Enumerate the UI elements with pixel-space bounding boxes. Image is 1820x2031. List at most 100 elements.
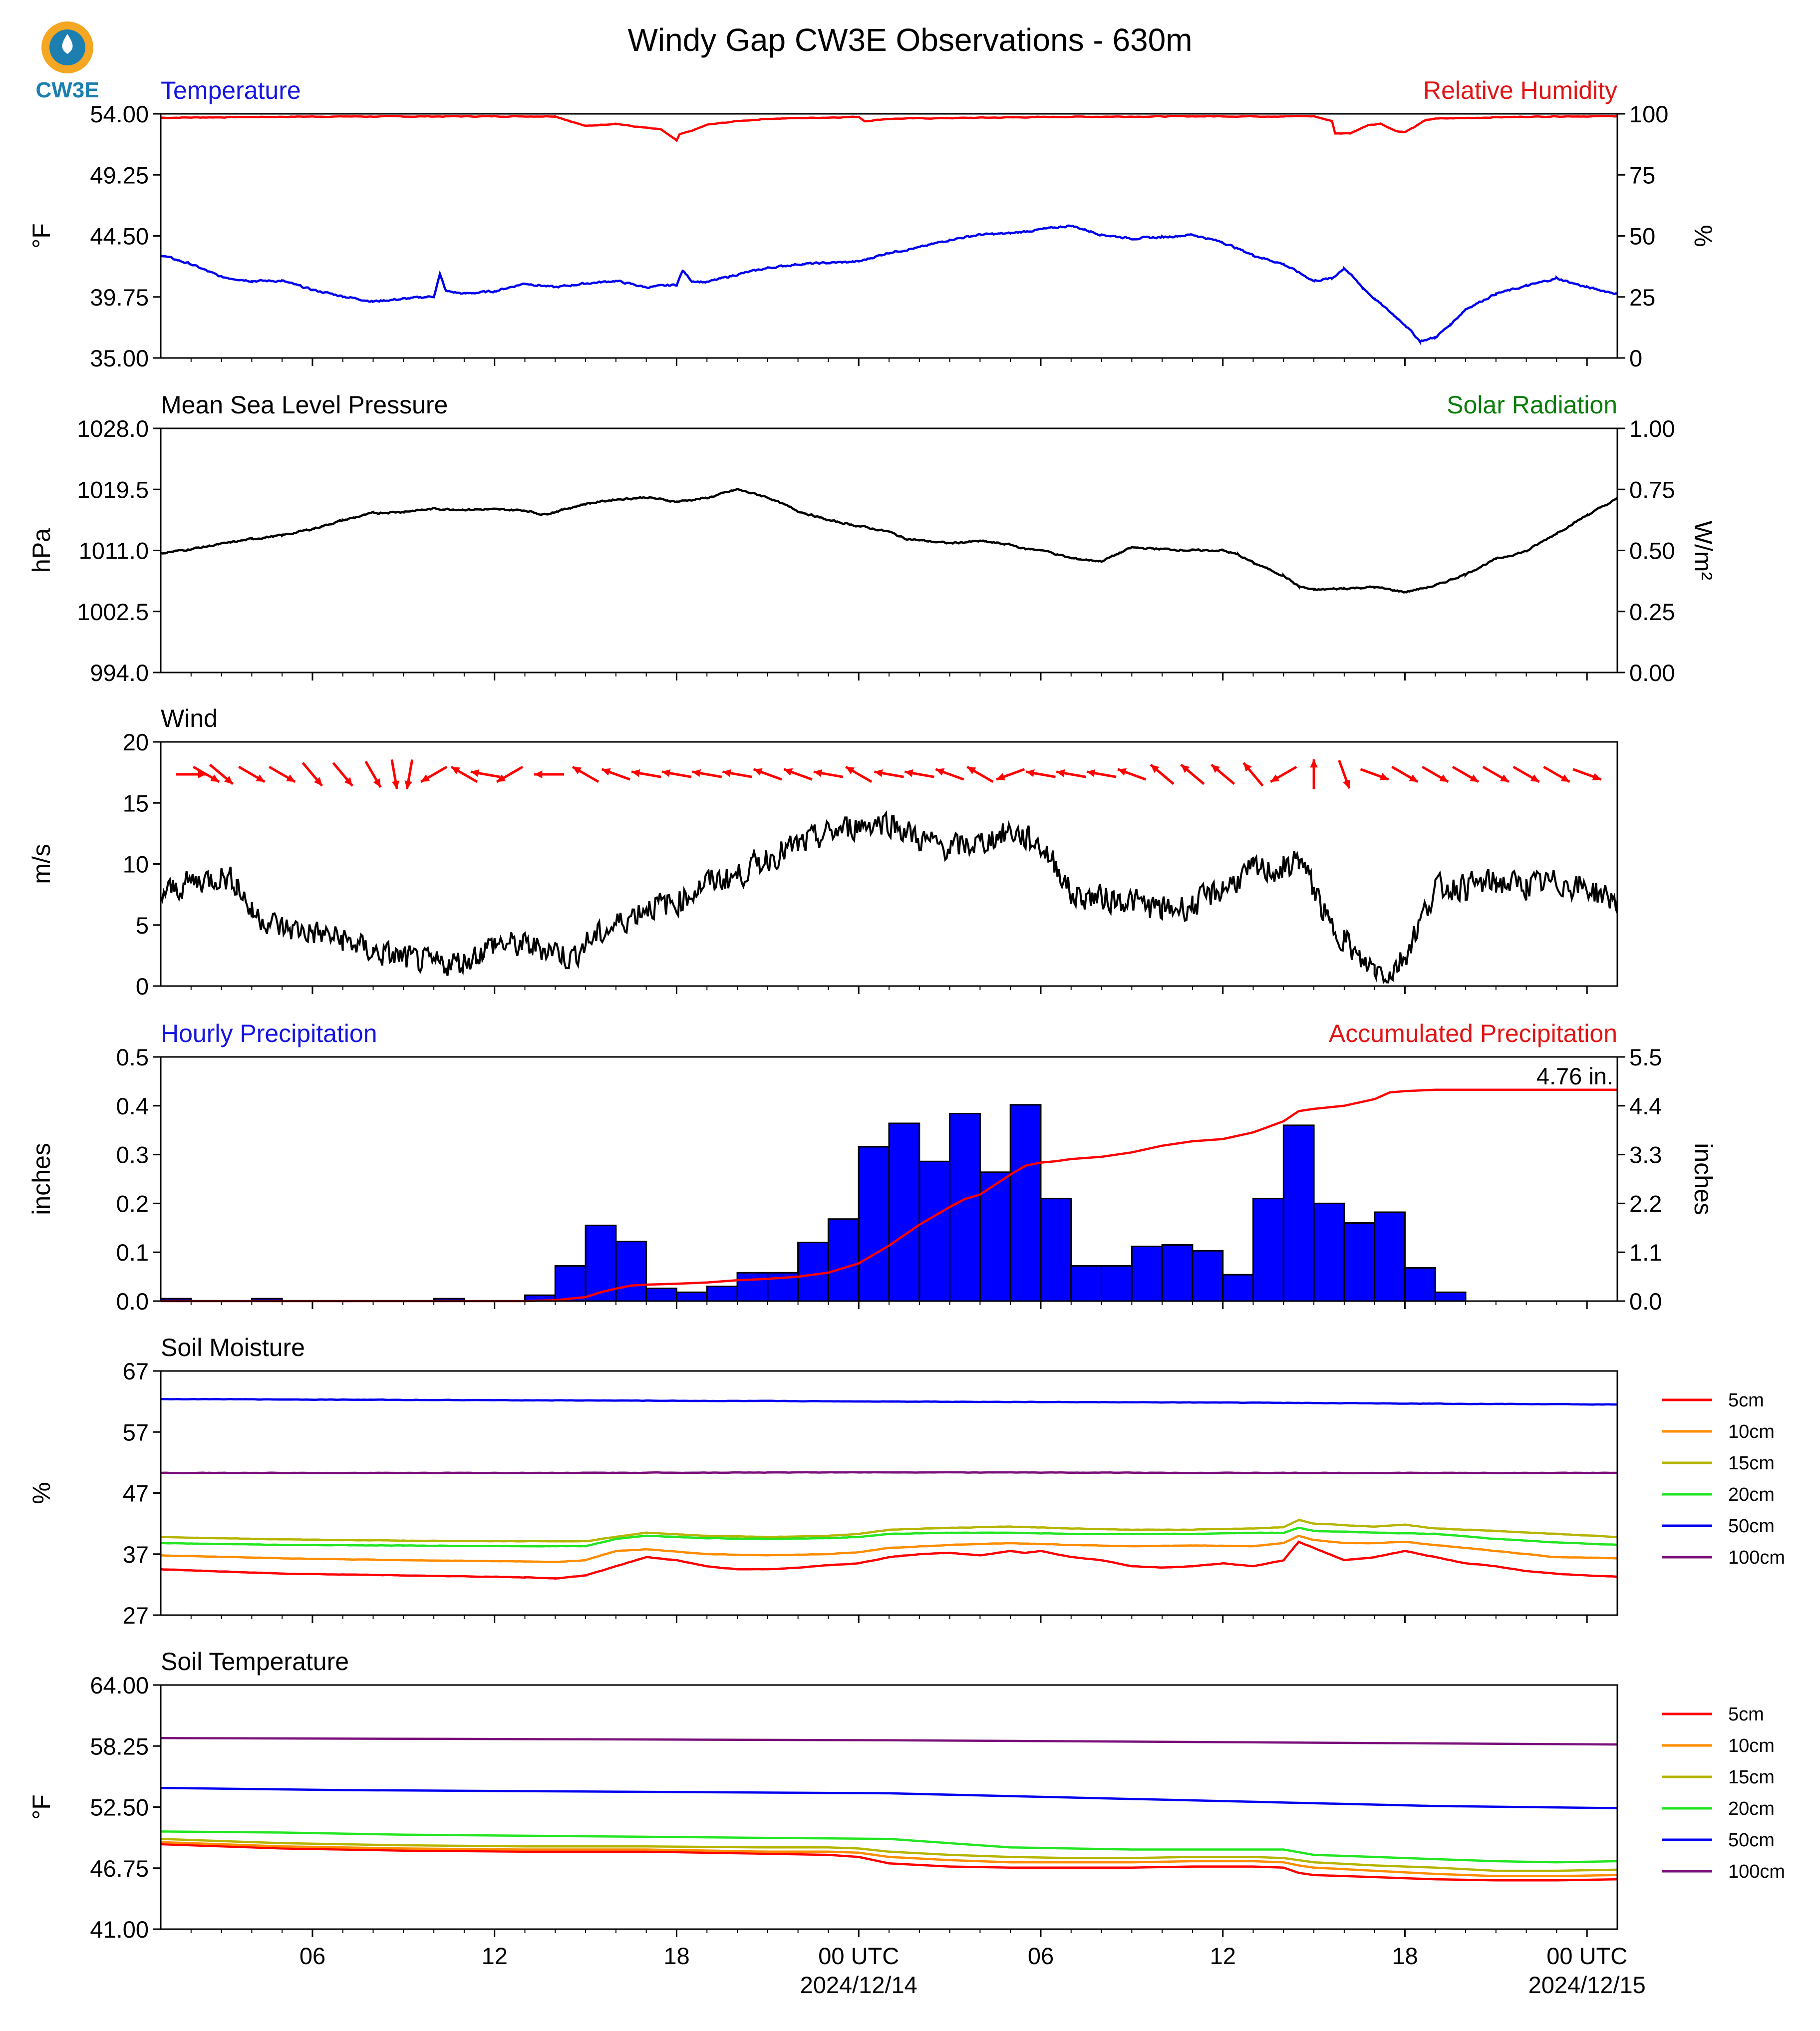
wind-arrow-head [1151,764,1160,773]
wind-arrow-head [198,770,206,778]
y-tick-label: 0.5 [116,1044,149,1070]
y-tick-label: 49.25 [90,162,149,188]
wind-direction-arrow [238,765,266,783]
wind-direction-arrow [534,770,565,778]
x-tick-label: 12 [482,1943,508,1969]
wind-direction-arrow [390,759,400,789]
total-precip-label: 4.76 in. [1536,1063,1613,1089]
y-tick-label: 58.25 [90,1733,149,1759]
legend-item: 20cm [1662,1484,1775,1505]
wind-direction-arrow [470,769,501,778]
wind-direction-arrow [1150,763,1175,785]
y-axis-title: m/s [27,844,55,884]
wind-direction-arrow [1543,765,1570,783]
y2-tick-label: 0.25 [1629,599,1675,625]
soil-temperature-line [161,1786,1617,1809]
legend-label: 20cm [1728,1798,1775,1819]
wind-arrow-head [1439,774,1449,782]
y2-axis-title: W/m² [1689,521,1717,580]
legend-item: 100cm [1662,1861,1785,1882]
wind-arrow-head [391,780,400,789]
wind-arrow-head [905,769,913,777]
legend-item: 15cm [1662,1453,1775,1474]
wind-direction-arrow [1056,769,1086,778]
panel-right-title: Accumulated Precipitation [1329,1019,1617,1047]
precip-bar [1282,1124,1315,1302]
y2-tick-label: 25 [1629,284,1655,311]
wind-arrow-head [1211,764,1220,773]
wind-direction-arrow [302,762,323,787]
y-tick-label: 35.00 [90,345,149,371]
wind-arrow-head [967,767,976,774]
legend-item: 5cm [1662,1390,1764,1411]
wind-arrow-head [256,774,265,782]
y2-axis-title: inches [1689,1143,1717,1215]
legend-label: 100cm [1728,1547,1785,1568]
wind-direction-arrow [1270,765,1297,783]
x-date-label: 2024/12/15 [1528,1972,1646,1998]
legend-label: 10cm [1728,1735,1775,1756]
wind-direction-arrow [692,769,722,778]
wind-arrow-head [935,768,945,776]
wind-direction-arrow [601,768,630,781]
y-tick-label: 15 [123,790,149,816]
y-tick-label: 27 [123,1602,149,1629]
x-date-label: 2024/12/14 [800,1972,917,1998]
wind-arrow-head [1500,774,1509,782]
legend-label: 15cm [1728,1767,1775,1788]
y-axis-title: °F [27,223,55,249]
wind-direction-arrow [1338,759,1351,789]
soil-temperature-line [161,1843,1617,1882]
x-tick-label: 00 UTC [1546,1943,1627,1969]
precip-bar [1161,1244,1194,1302]
panel-precipitation: Hourly Precipitation Accumulated Precipit… [27,1019,1717,1315]
y2-tick-label: 100 [1629,101,1668,127]
wind-arrow-head [813,769,823,777]
wind-direction-arrow [996,768,1025,781]
wind-arrow-head [1343,779,1350,789]
wind-direction-arrow [966,765,994,783]
legend-label: 50cm [1728,1516,1775,1537]
legend-item: 20cm [1662,1798,1775,1819]
wind-direction-arrow [176,770,206,778]
y-tick-label: 39.75 [90,284,149,311]
panel-temperature: Temperature Relative Humidity 54.00 49.25 44… [27,76,1717,371]
precip-bar [827,1218,860,1302]
precip-bar [1313,1202,1345,1302]
plot-area [160,1684,1618,1930]
precip-bar [1343,1222,1376,1302]
legend-item: 10cm [1662,1421,1775,1442]
precip-bar [1070,1265,1103,1302]
logo-text: CW3E [35,78,99,102]
wind-speed-line [161,810,1617,985]
panel-right-title: Solar Radiation [1447,391,1617,419]
legend-label: 100cm [1728,1861,1785,1882]
wind-direction-arrow [1422,765,1449,783]
panel-pressure: Mean Sea Level Pressure Solar Radiation 10… [27,391,1717,686]
wind-arrow-head [784,768,793,776]
legend-label: 5cm [1728,1704,1764,1725]
x-tick-label: 06 [300,1943,325,1969]
wind-arrow-head [534,770,543,778]
panel-left-title: Hourly Precipitation [161,1019,377,1047]
y-tick-label: 47 [123,1480,149,1507]
wind-arrow-head [1379,773,1389,781]
y-tick-label: 0.1 [116,1239,149,1266]
legend-item: 50cm [1662,1830,1775,1851]
legend-label: 5cm [1728,1390,1764,1411]
soil-temperature-line [161,1838,1617,1872]
y-tick-label: 10 [123,851,149,878]
pressure-line [161,487,1617,594]
precip-bar [888,1122,920,1302]
wind-arrow-head [286,774,296,782]
precip-bar [1222,1274,1254,1302]
precip-bar [949,1112,981,1302]
wind-direction-arrow [904,769,934,778]
wind-direction-arrow [1242,762,1264,787]
y2-tick-label: 0.00 [1629,660,1675,686]
wind-arrow-head [421,774,430,782]
x-tick-label: 18 [1392,1943,1418,1969]
accumulated-precip-line [161,1088,1617,1303]
wind-direction-arrow [364,760,382,788]
precip-bar [615,1241,647,1302]
